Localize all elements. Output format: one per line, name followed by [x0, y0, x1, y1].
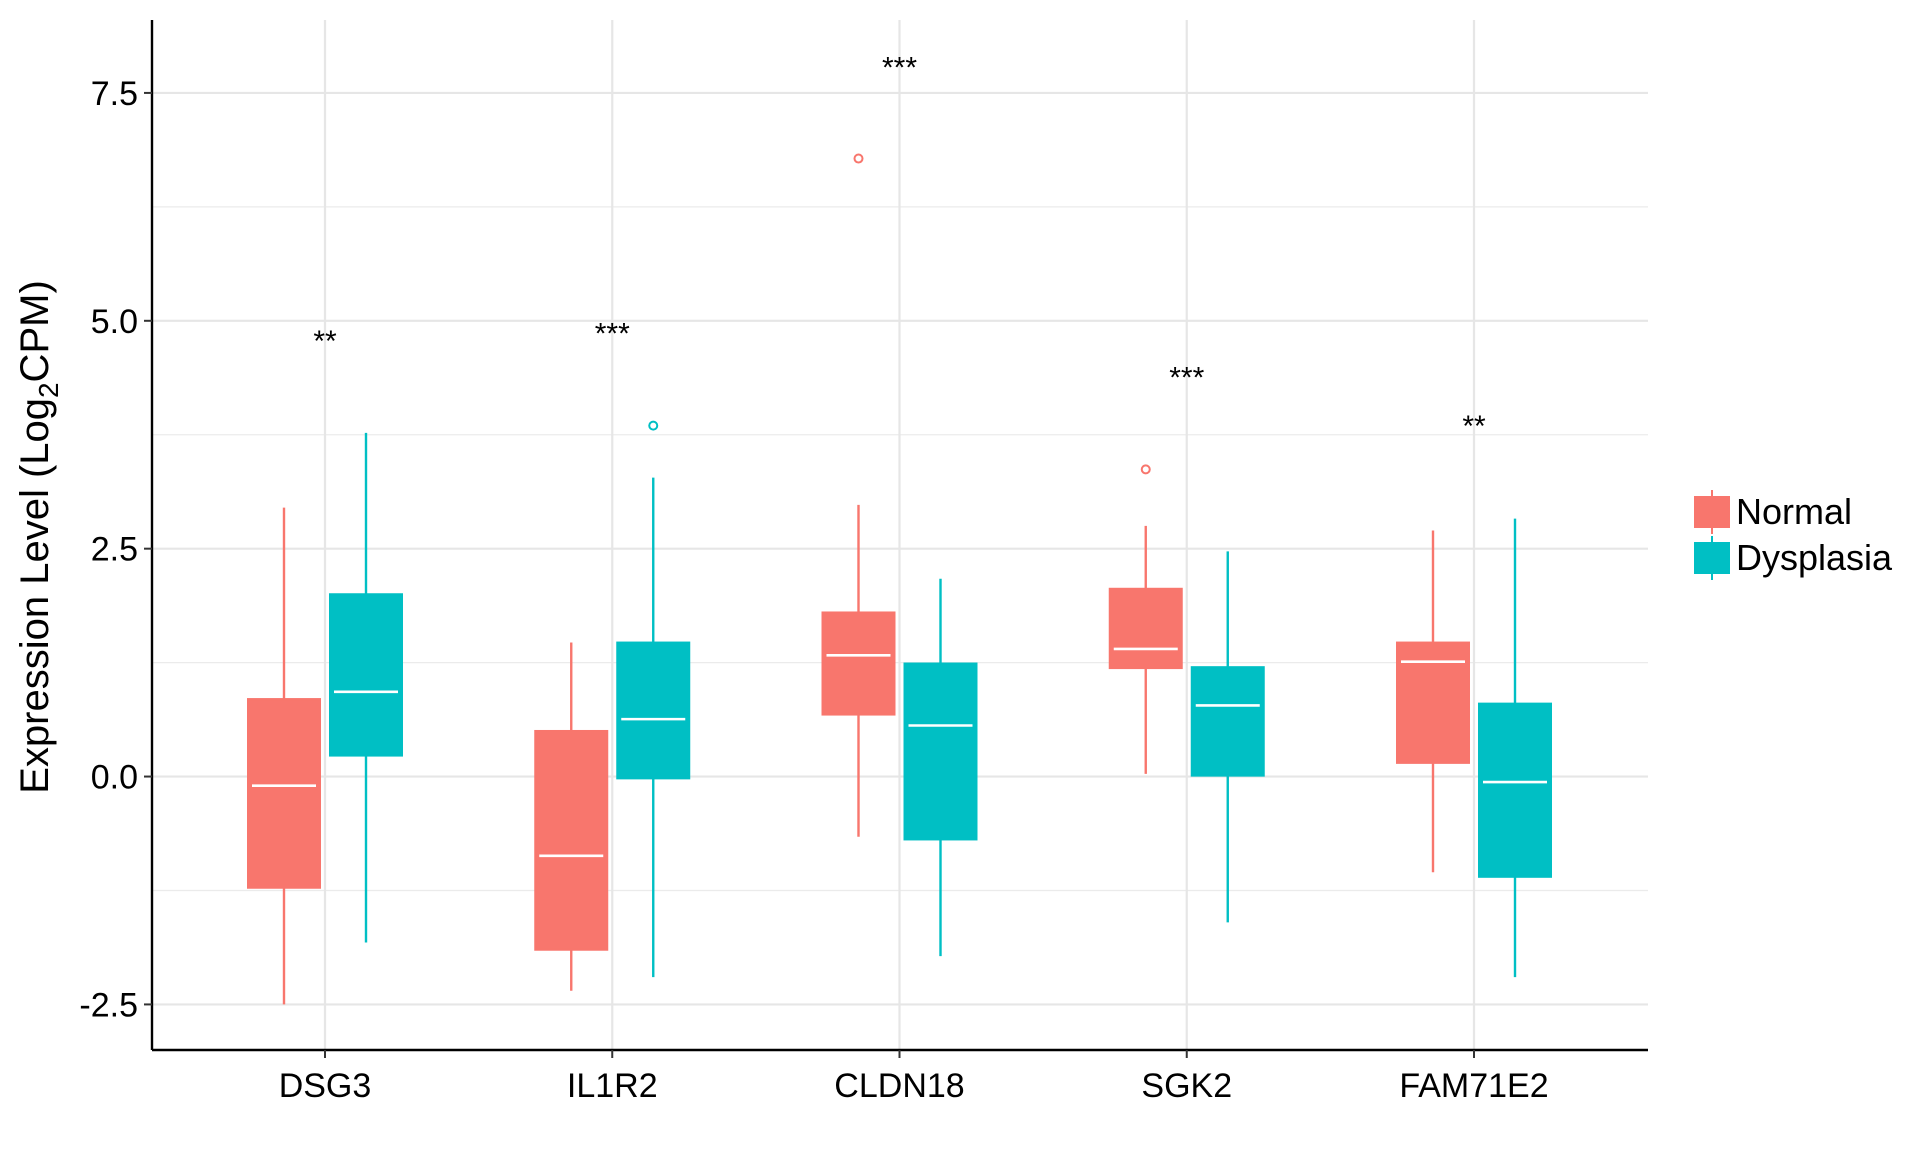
- box-dysplasia-dsg3: [329, 432, 403, 943]
- y-tick-label: 0.0: [91, 759, 138, 797]
- outlier-point: [1140, 464, 1151, 475]
- outlier-point: [853, 153, 864, 164]
- legend-item-dysplasia: Dysplasia: [1694, 536, 1893, 580]
- box-iqr: [821, 611, 896, 716]
- box-iqr: [1190, 666, 1265, 777]
- significance-marker: **: [1462, 410, 1486, 443]
- box-iqr: [329, 593, 403, 757]
- legend-label: Dysplasia: [1736, 537, 1893, 578]
- box-normal-fam71e2: [1396, 530, 1470, 873]
- significance-markers: ** ***********: [313, 52, 1486, 443]
- y-tick-label: 5.0: [91, 303, 138, 341]
- legend-label: Normal: [1736, 491, 1852, 532]
- box-normal-sgk2: [1108, 464, 1183, 774]
- box-iqr: [1108, 587, 1183, 670]
- significance-marker: ***: [595, 318, 630, 351]
- x-tick-label: SGK2: [1141, 1067, 1232, 1105]
- y-axis-title-main: Expression Level (Log: [13, 398, 57, 794]
- significance-marker: ***: [882, 52, 917, 85]
- box-normal-il1r2: [534, 642, 609, 991]
- significance-marker: **: [313, 325, 337, 358]
- boxes: [247, 153, 1552, 1005]
- box-dysplasia-cldn18: [903, 578, 978, 957]
- x-tick-label: IL1R2: [567, 1067, 658, 1105]
- y-axis-title: Expression Level (Log2CPM): [13, 280, 64, 794]
- box-normal-cldn18: [821, 153, 896, 837]
- outlier-point: [648, 420, 659, 431]
- box-iqr: [247, 698, 321, 889]
- x-tick-label: FAM71E2: [1399, 1067, 1548, 1105]
- x-tick-label: DSG3: [279, 1067, 372, 1105]
- box-dysplasia-fam71e2: [1478, 518, 1552, 978]
- legend-item-normal: Normal: [1694, 490, 1852, 534]
- box-dysplasia-il1r2: [616, 420, 691, 978]
- x-tick-label: CLDN18: [834, 1067, 964, 1105]
- box-iqr: [1478, 702, 1552, 878]
- grid: [152, 20, 1648, 1050]
- box-dysplasia-sgk2: [1190, 551, 1265, 923]
- y-tick-label: 7.5: [91, 75, 138, 113]
- x-axis-ticks: DSG3 IL1R2 CLDN18 SGK2 FAM71E2: [279, 1050, 1549, 1105]
- box-normal-dsg3: [247, 507, 321, 1005]
- y-axis-ticks: -2.5 0.0 2.5 5.0 7.5: [79, 75, 152, 1024]
- box-iqr: [534, 729, 609, 951]
- box-iqr: [903, 662, 978, 841]
- significance-marker: ***: [1169, 361, 1204, 394]
- y-tick-label: -2.5: [79, 986, 138, 1024]
- legend: Normal Dysplasia: [1694, 490, 1893, 580]
- box-iqr: [616, 641, 691, 780]
- y-axis-title-subscript: 2: [33, 382, 64, 398]
- y-tick-label: 2.5: [91, 531, 138, 569]
- y-axis-title-tail: CPM): [13, 280, 57, 382]
